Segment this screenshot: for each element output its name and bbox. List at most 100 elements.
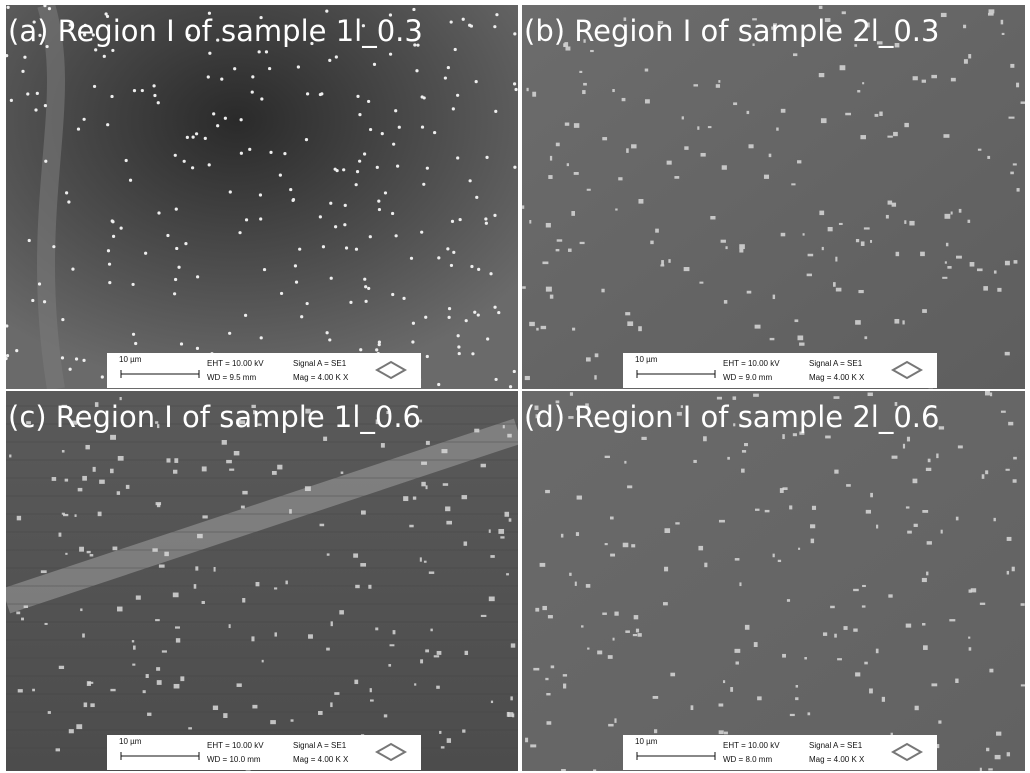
particle bbox=[655, 229, 659, 233]
particle bbox=[569, 573, 571, 576]
particle bbox=[576, 532, 579, 536]
particle bbox=[550, 295, 553, 299]
particle bbox=[864, 662, 868, 665]
particle bbox=[186, 136, 189, 139]
particle bbox=[650, 241, 653, 245]
particle bbox=[947, 266, 951, 269]
particle bbox=[730, 687, 733, 692]
particle bbox=[864, 336, 867, 339]
particle bbox=[1001, 20, 1004, 25]
particle bbox=[240, 118, 243, 121]
particle bbox=[195, 566, 198, 570]
particle bbox=[425, 649, 429, 652]
particle bbox=[593, 769, 596, 773]
particle bbox=[174, 154, 177, 157]
particle bbox=[857, 90, 860, 92]
particle bbox=[922, 578, 927, 582]
particle bbox=[613, 638, 615, 641]
particle bbox=[270, 720, 276, 724]
particle bbox=[36, 92, 39, 95]
particle bbox=[627, 321, 633, 326]
particle bbox=[473, 311, 476, 314]
particle bbox=[586, 357, 591, 361]
particle bbox=[202, 466, 207, 471]
particle bbox=[279, 174, 282, 177]
particle bbox=[381, 132, 384, 135]
particle bbox=[103, 55, 106, 58]
scale-label: 10 µm bbox=[119, 737, 142, 746]
particle bbox=[670, 673, 675, 677]
particle bbox=[462, 729, 465, 732]
particle bbox=[458, 352, 461, 355]
particle bbox=[481, 615, 487, 617]
particle bbox=[156, 667, 160, 671]
wd: WD = 9.5 mm bbox=[207, 373, 256, 382]
particle bbox=[977, 268, 983, 271]
particle bbox=[260, 97, 263, 100]
particle bbox=[457, 345, 460, 348]
particle bbox=[840, 65, 846, 70]
particle bbox=[855, 320, 861, 325]
particle bbox=[605, 456, 610, 458]
particle bbox=[378, 208, 381, 211]
particle bbox=[819, 211, 824, 215]
particle bbox=[38, 282, 41, 285]
particle bbox=[945, 214, 951, 219]
particle bbox=[793, 53, 797, 56]
particle bbox=[1021, 101, 1026, 103]
particle bbox=[21, 70, 24, 73]
particle bbox=[638, 326, 642, 331]
particle bbox=[922, 510, 928, 513]
particle bbox=[608, 724, 613, 727]
particle bbox=[300, 315, 303, 318]
particle bbox=[563, 674, 567, 676]
particle bbox=[306, 302, 309, 305]
particle bbox=[274, 587, 277, 589]
particle bbox=[922, 623, 925, 626]
particle bbox=[462, 18, 465, 21]
particle bbox=[522, 286, 526, 289]
particle bbox=[907, 437, 910, 442]
particle bbox=[426, 485, 428, 489]
particle bbox=[433, 131, 436, 134]
particle bbox=[289, 188, 292, 191]
particle bbox=[413, 497, 416, 500]
particle bbox=[108, 281, 111, 284]
particle bbox=[61, 356, 64, 359]
particle bbox=[634, 615, 639, 619]
particle bbox=[904, 123, 908, 127]
particle bbox=[870, 240, 872, 243]
particle bbox=[410, 257, 413, 260]
particle bbox=[131, 283, 134, 286]
particle bbox=[101, 375, 104, 378]
particle bbox=[306, 92, 309, 95]
mag: Mag = 4.00 K X bbox=[809, 373, 865, 382]
particle bbox=[498, 529, 504, 534]
particle bbox=[795, 319, 799, 322]
particle bbox=[469, 179, 472, 182]
particle bbox=[157, 680, 162, 685]
particle bbox=[412, 8, 415, 11]
particle bbox=[853, 628, 857, 631]
micrograph bbox=[6, 5, 518, 389]
particle bbox=[870, 493, 873, 497]
particle bbox=[941, 13, 947, 17]
particle bbox=[1005, 352, 1010, 356]
particle bbox=[465, 319, 468, 322]
particle bbox=[56, 748, 60, 751]
particle bbox=[879, 112, 882, 116]
particle bbox=[853, 589, 859, 591]
particle bbox=[541, 326, 546, 329]
particle bbox=[987, 156, 990, 159]
scale-label: 10 µm bbox=[635, 737, 658, 746]
particle bbox=[822, 247, 824, 250]
particle bbox=[567, 163, 569, 166]
particle bbox=[18, 689, 23, 692]
particle bbox=[525, 738, 528, 743]
particle bbox=[424, 561, 427, 563]
particle bbox=[477, 313, 480, 316]
particle bbox=[196, 347, 199, 350]
particle bbox=[955, 679, 958, 683]
particle bbox=[87, 551, 91, 553]
particle bbox=[568, 249, 572, 252]
